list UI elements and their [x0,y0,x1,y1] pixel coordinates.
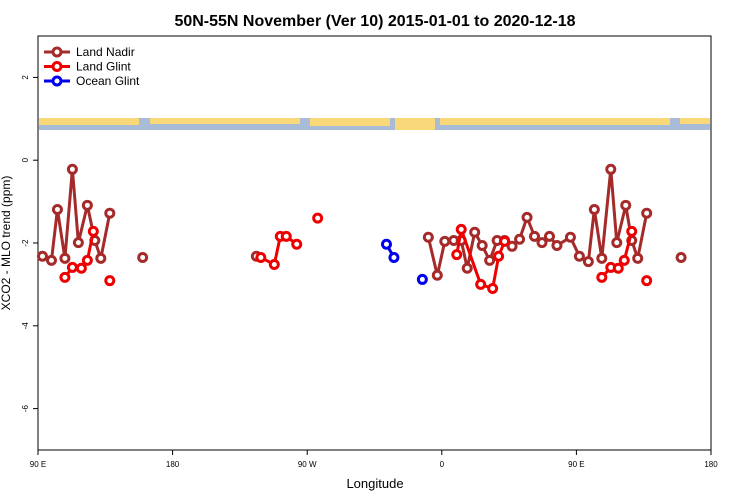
legend-label: Land Nadir [76,45,135,59]
point [641,207,653,219]
point [36,250,48,262]
x-axis-label: Longitude [346,476,403,491]
y-axis-label: XCO2 - MLO trend (ppm) [0,176,13,311]
legend-marker [51,46,63,58]
point [626,225,638,237]
x-tick-label: 180 [704,460,718,469]
legend-label: Ocean Glint [76,74,140,88]
point [291,238,303,250]
point [514,233,526,245]
point [476,239,488,251]
point [439,235,451,247]
x-tick-label: 0 [440,460,445,469]
point [596,252,608,264]
point [536,237,548,249]
point [104,207,116,219]
legend-marker [51,75,63,87]
legend-marker [51,61,63,72]
point [573,250,585,262]
point [81,254,93,266]
point [641,275,653,287]
x-tick-label: 90 E [568,460,584,469]
point [455,223,467,235]
chart-title: 50N-55N November (Ver 10) 2015-01-01 to … [174,13,575,30]
point [137,251,149,263]
point [484,254,496,266]
point [564,231,576,243]
point [605,163,617,175]
point [255,251,267,263]
y-tick-label: 2 [21,75,30,80]
point [95,252,107,264]
point [380,238,392,250]
point [543,230,555,242]
point [493,250,505,262]
point [582,256,594,268]
point [66,163,78,175]
point [487,283,499,295]
point [75,262,87,274]
point [45,254,57,266]
y-tick-label: -2 [21,239,30,247]
map-strip [39,118,710,130]
point [312,212,324,224]
x-tick-label: 90 W [298,460,317,469]
y-tick-label: 0 [21,157,30,162]
point [620,199,632,211]
point [72,237,84,249]
point [104,275,116,287]
point [588,203,600,215]
y-tick-label: -6 [21,404,30,412]
legend-label: Land Glint [76,60,131,74]
point [618,254,630,266]
point [59,252,71,264]
point [551,239,563,251]
point [499,235,511,247]
point [59,271,71,283]
point [475,278,487,290]
point [596,271,608,283]
point [529,230,541,242]
point [280,230,292,242]
point [431,269,443,281]
point [66,261,78,273]
x-tick-label: 180 [166,460,180,469]
y-tick-label: -4 [21,322,30,330]
point [612,262,624,274]
point [388,251,400,263]
point [451,249,463,261]
point [675,251,687,263]
point [422,231,434,243]
point [268,259,280,271]
point [461,262,473,274]
point [611,237,623,249]
point [416,273,428,285]
x-tick-label: 90 E [30,460,46,469]
point [81,199,93,211]
series-line [426,169,649,276]
point [632,252,644,264]
series-line [41,169,112,265]
point [506,240,518,252]
point [521,211,533,223]
point [469,226,481,238]
point [87,225,99,237]
plot-frame [37,35,712,451]
point [51,203,63,215]
